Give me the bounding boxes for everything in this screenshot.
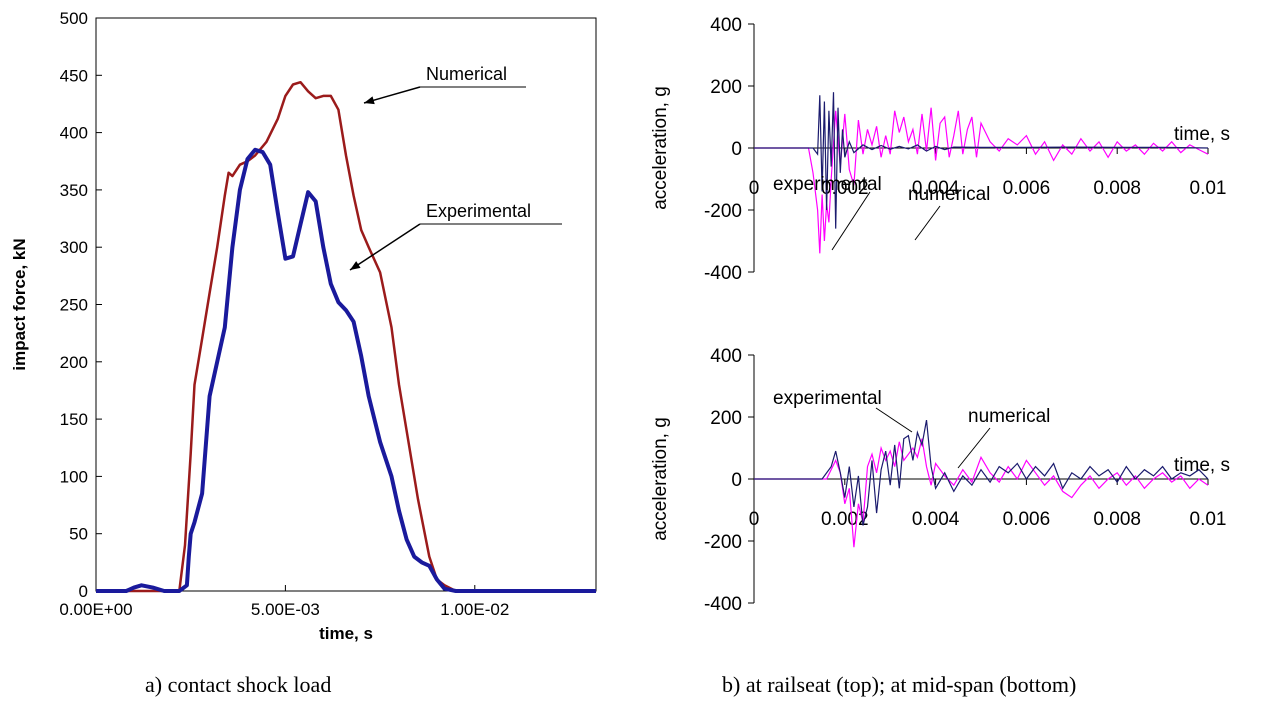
y-tick-label: 400 xyxy=(710,346,742,367)
series-line-experimental xyxy=(96,147,596,593)
x-tick-label: 0.004 xyxy=(912,509,960,530)
x-axis-label: time, s xyxy=(319,624,373,643)
y-tick-label: 500 xyxy=(60,9,88,28)
y-axis-label: acceleration, g xyxy=(650,417,671,541)
annotation-numerical-pointer xyxy=(957,427,991,469)
x-tick-label: 0.008 xyxy=(1093,178,1141,199)
y-tick-label: 250 xyxy=(60,296,88,315)
y-tick-label: 100 xyxy=(60,467,88,486)
y-tick-label: -400 xyxy=(704,594,742,615)
y-tick-label: 400 xyxy=(60,124,88,143)
y-tick-label: 200 xyxy=(60,353,88,372)
y-tick-label: 0 xyxy=(79,582,88,601)
plot-frame xyxy=(95,17,597,592)
x-axis-label: time, s xyxy=(1174,124,1230,145)
y-tick-label: 300 xyxy=(60,238,88,257)
annotation-experimental-arrow-shaft xyxy=(349,223,421,271)
y-tick-label: 450 xyxy=(60,66,88,85)
caption-b: b) at railseat (top); at mid-span (botto… xyxy=(722,672,1077,697)
y-tick-label: 400 xyxy=(710,15,742,36)
x-tick-label: 0.008 xyxy=(1093,509,1141,530)
y-tick-label: 200 xyxy=(710,77,742,98)
x-tick-label: 0 xyxy=(749,178,760,199)
y-tick-label: 200 xyxy=(710,408,742,429)
annotation-numerical: numerical xyxy=(968,406,1050,427)
x-tick-label: 0.01 xyxy=(1190,509,1227,530)
annotation-experimental: experimental xyxy=(773,388,882,409)
annotation-numerical-pointer xyxy=(914,205,941,241)
y-tick-label: 0 xyxy=(731,470,742,491)
x-tick-label: 0.002 xyxy=(821,178,869,199)
x-tick-label: 0 xyxy=(749,509,760,530)
x-tick-label: 0.006 xyxy=(1003,509,1051,530)
y-tick-label: 150 xyxy=(60,410,88,429)
x-tick-label: 0.01 xyxy=(1190,178,1227,199)
series-line-experimental xyxy=(754,92,1209,229)
annotation-experimental: experimental xyxy=(773,174,882,195)
annotation-experimental-arrow-head xyxy=(350,261,361,270)
chart-impact-force: 0 50 100 150 200 250 300 350 400 450 500 0.00E+00 5.… xyxy=(10,9,597,643)
x-tick-label: 5.00E-03 xyxy=(251,600,320,619)
series-line-experimental xyxy=(754,419,1209,526)
x-tick-label: 0.006 xyxy=(1003,178,1051,199)
y-tick-label: -200 xyxy=(704,201,742,222)
annotation-numerical: Numerical xyxy=(426,64,507,84)
y-tick-label: -400 xyxy=(704,263,742,284)
x-tick-label: 0.00E+00 xyxy=(59,600,132,619)
annotation-experimental-pointer xyxy=(831,191,871,251)
y-tick-label: 50 xyxy=(69,525,88,544)
y-axis-label: acceleration, g xyxy=(650,86,671,210)
chart-acceleration-railseat: -400 -200 0 200 400 0 0.002 0.004 0.006 0.008 0.01… xyxy=(650,15,1230,284)
y-axis-label: impact force, kN xyxy=(10,238,29,370)
y-tick-label: -200 xyxy=(704,532,742,553)
annotation-numerical: numerical xyxy=(908,184,990,205)
y-tick-label: 0 xyxy=(731,139,742,160)
annotation-experimental: Experimental xyxy=(426,201,531,221)
series-line-numerical xyxy=(96,80,596,593)
x-axis-label: time, s xyxy=(1174,455,1230,476)
y-tick-label: 350 xyxy=(60,181,88,200)
series-line-numerical xyxy=(754,438,1209,548)
caption-a: a) contact shock load xyxy=(145,672,332,697)
x-tick-label: 1.00E-02 xyxy=(440,600,509,619)
annotation-experimental-pointer xyxy=(875,407,913,433)
x-tick-label: 0.004 xyxy=(912,178,960,199)
annotation-numerical-arrow-head xyxy=(364,96,375,105)
